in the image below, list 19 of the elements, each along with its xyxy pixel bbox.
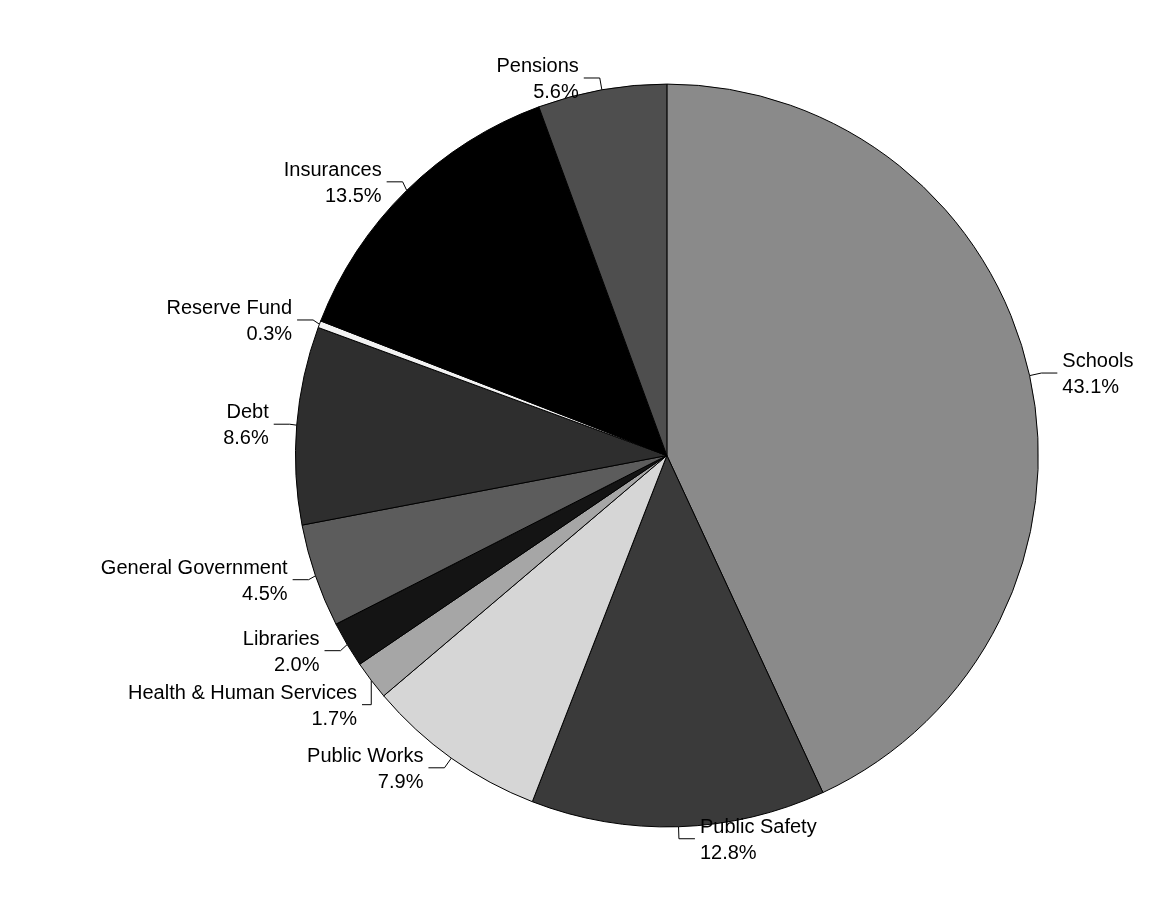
slice-label: Reserve Fund (166, 295, 293, 318)
data-label: 7.9% (377, 769, 424, 792)
data-label: 2.0% (273, 652, 320, 675)
data-label: 5.6% (533, 79, 579, 102)
data-label: 4.5% (242, 581, 288, 604)
slice-label: Libraries (242, 626, 320, 649)
data-label: 13.5% (324, 183, 382, 206)
data-label: 12.8% (699, 840, 757, 863)
slice-label: Public Works (307, 743, 424, 766)
slice-label: Health & Human Services (128, 680, 358, 703)
data-label: 0.3% (246, 321, 293, 344)
slice-label: Insurances (283, 157, 382, 180)
slice-label: Schools (1062, 349, 1134, 372)
slice-label: General Government (100, 555, 289, 578)
data-label: 43.1% (1062, 375, 1120, 398)
slice-label: Debt (226, 400, 270, 423)
data-label: 1.7% (311, 706, 358, 729)
slice-label: Pensions (496, 53, 579, 76)
data-label: 8.6% (223, 426, 269, 449)
